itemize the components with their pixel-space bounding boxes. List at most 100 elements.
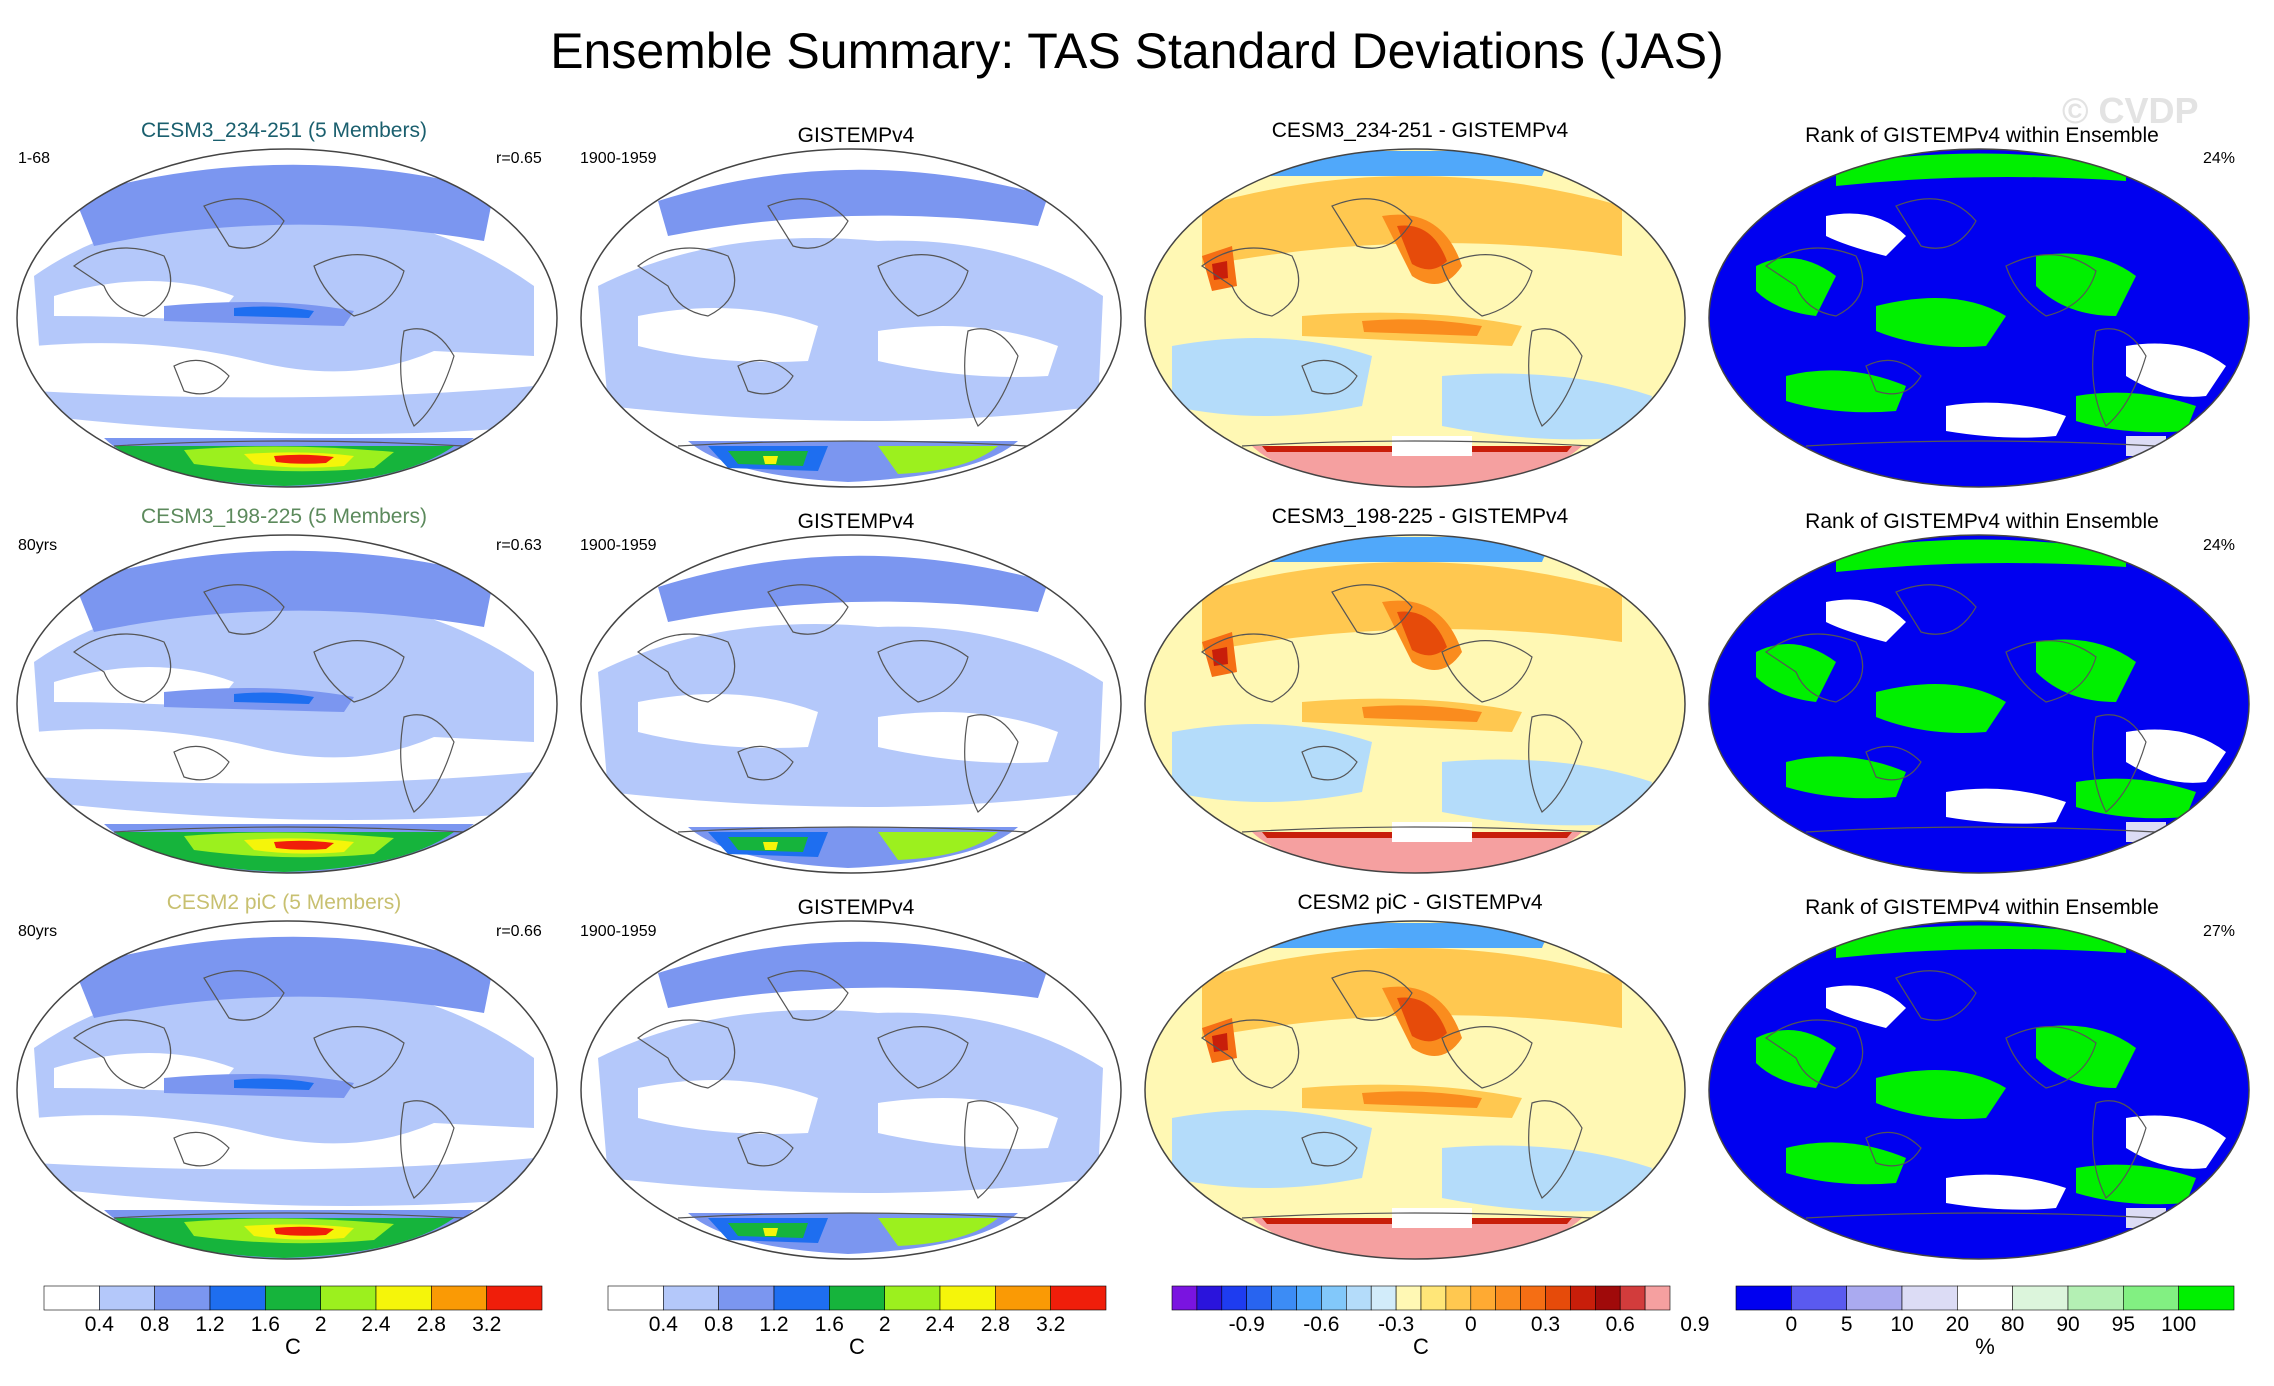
colorbar-tick-label: 0.4 <box>85 1313 115 1336</box>
obs-map-row1 <box>580 148 1122 488</box>
colorbar-unit-label: % <box>1975 1334 1995 1359</box>
rank-percent: 24% <box>2203 150 2236 167</box>
coastline <box>113 440 465 447</box>
colorbar-tick-label: 95 <box>2112 1313 2135 1336</box>
obs-panel-title: GISTEMPv4 <box>797 896 915 919</box>
coastline <box>767 584 849 635</box>
colorbar-swatch <box>265 1285 321 1311</box>
field-contour <box>274 454 334 464</box>
field-contour <box>1397 611 1447 656</box>
map-border <box>16 920 558 1260</box>
colorbar-swatch <box>1321 1285 1347 1311</box>
colorbar-swatch <box>1296 1285 1322 1311</box>
coastline <box>1441 640 1533 703</box>
field-contour <box>74 164 494 246</box>
colorbar-swatch <box>1595 1285 1621 1311</box>
field-contour <box>2036 639 2136 702</box>
field-contour <box>1212 1033 1228 1052</box>
coastline <box>1764 633 1864 703</box>
map-border <box>580 920 1122 1260</box>
field-contour <box>1826 599 1906 642</box>
coastline <box>636 633 736 703</box>
coastline <box>2005 1026 2097 1089</box>
coastline <box>1895 198 1977 249</box>
colorbar-swatch <box>718 1285 775 1311</box>
obs-map-row2 <box>580 534 1122 874</box>
colorbar-tick-label: 1.2 <box>759 1313 788 1336</box>
coastline <box>72 247 172 317</box>
map-border <box>1708 534 2250 874</box>
field-contour <box>234 692 314 704</box>
coastline <box>677 440 1029 447</box>
field-contour <box>1392 822 1472 842</box>
coastline <box>1200 1019 1300 1089</box>
model-period-label: 80yrs <box>18 923 58 940</box>
coastline <box>877 254 969 317</box>
map-border <box>16 534 558 874</box>
coastline <box>1200 247 1300 317</box>
rank-panel-title: Rank of GISTEMPv4 within Ensemble <box>1805 510 2159 533</box>
coastline <box>173 745 230 781</box>
coastline <box>400 714 455 813</box>
diff-panel-title: CESM3_198-225 - GISTEMPv4 <box>1271 505 1569 528</box>
map-border <box>1708 920 2250 1260</box>
field-contour <box>234 306 314 318</box>
coastline <box>964 714 1019 813</box>
field-contour <box>1392 436 1472 456</box>
model-map-row1 <box>16 148 558 488</box>
model-map-row2 <box>16 534 558 874</box>
coastline <box>2092 1100 2147 1199</box>
diff-map-row1 <box>1144 148 1686 488</box>
coastline <box>113 1212 465 1219</box>
field-contour <box>1826 213 1906 256</box>
colorbar-swatch <box>1050 1285 1107 1311</box>
colorbar-swatch <box>1346 1285 1372 1311</box>
coastline <box>636 1019 736 1089</box>
colorbar-swatch <box>1570 1285 1596 1311</box>
field-contour <box>1362 705 1482 722</box>
rank-percent: 24% <box>2203 537 2236 554</box>
colorbar-swatch <box>1545 1285 1571 1311</box>
coastline <box>1441 1026 1533 1089</box>
coastline <box>1241 440 1593 447</box>
colorbar-swatch <box>884 1285 941 1311</box>
colorbar-swatch <box>209 1285 266 1311</box>
field-contour <box>2126 343 2226 397</box>
coastline <box>1805 440 2157 447</box>
colorbar-tick-label: 10 <box>1890 1313 1913 1336</box>
rank-panel-title: Rank of GISTEMPv4 within Ensemble <box>1805 124 2159 147</box>
coastline <box>767 970 849 1021</box>
colorbar-tick-label: 20 <box>1946 1313 1969 1336</box>
colorbar-tick-label: 90 <box>2056 1313 2079 1336</box>
colorbar-swatch <box>1445 1285 1472 1311</box>
field-contour <box>1362 1091 1482 1108</box>
rank-map-row2 <box>1708 534 2250 874</box>
field-contour <box>1212 261 1228 280</box>
model-panel-title: CESM2 piC (5 Members) <box>166 891 402 914</box>
coastline <box>313 254 405 317</box>
coastline <box>400 1100 455 1199</box>
colorbar-swatch <box>1246 1285 1272 1311</box>
field-contour <box>658 555 1048 622</box>
colorbar-swatch <box>2178 1285 2235 1311</box>
field-contour <box>2076 778 2196 819</box>
colorbar-swatch <box>773 1285 830 1311</box>
coastline <box>677 1212 1029 1219</box>
colorbar-swatch <box>995 1285 1051 1311</box>
coastline <box>2005 254 2097 317</box>
colorbar-unit-label: C <box>849 1334 865 1359</box>
model-pattern-correlation: r=0.65 <box>496 150 542 167</box>
field-contour <box>1397 225 1447 270</box>
rank-map-row3 <box>1708 920 2250 1260</box>
field-contour <box>2126 1115 2226 1169</box>
model-period-label: 1-68 <box>18 150 51 167</box>
colorbar-swatch <box>2067 1285 2124 1311</box>
field-contour <box>1946 788 2066 824</box>
colorbar-tick-label: 3.2 <box>472 1313 501 1336</box>
coastline <box>1895 970 1977 1021</box>
coastline <box>1331 584 1413 635</box>
colorbar-swatch <box>1271 1285 1297 1311</box>
field-contour <box>1836 925 2126 958</box>
field-contour <box>1172 1110 1372 1188</box>
colorbar-tick-label: 0.8 <box>704 1313 733 1336</box>
